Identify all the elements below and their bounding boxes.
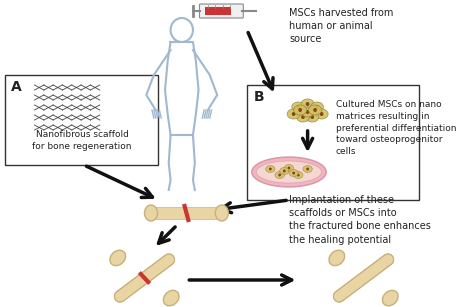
Ellipse shape [293, 172, 303, 178]
Text: Implantation of these
scaffolds or MSCs into
the fractured bone enhances
the hea: Implantation of these scaffolds or MSCs … [289, 195, 431, 245]
FancyBboxPatch shape [205, 7, 231, 15]
Ellipse shape [287, 109, 300, 119]
Ellipse shape [292, 102, 305, 112]
Ellipse shape [284, 165, 293, 172]
Ellipse shape [301, 99, 314, 109]
Ellipse shape [293, 105, 307, 115]
Text: Nanofibrous scaffold
for bone regeneration: Nanofibrous scaffold for bone regenerati… [32, 130, 132, 151]
Circle shape [315, 105, 319, 109]
Ellipse shape [306, 112, 319, 122]
Circle shape [306, 102, 310, 106]
Ellipse shape [329, 250, 345, 266]
Ellipse shape [164, 290, 179, 306]
Circle shape [306, 110, 310, 114]
Circle shape [269, 168, 272, 170]
Circle shape [283, 169, 286, 173]
Text: A: A [11, 80, 22, 94]
Circle shape [288, 166, 291, 169]
Ellipse shape [145, 205, 157, 221]
Text: Cultured MSCs on nano
matrices resulting in
preferential differentiation
toward : Cultured MSCs on nano matrices resulting… [336, 100, 456, 156]
Circle shape [296, 105, 300, 109]
Ellipse shape [256, 161, 321, 183]
Ellipse shape [265, 165, 275, 173]
Ellipse shape [275, 172, 284, 178]
FancyBboxPatch shape [5, 75, 158, 165]
Ellipse shape [110, 250, 126, 266]
Text: B: B [254, 90, 264, 104]
Ellipse shape [301, 107, 314, 117]
Ellipse shape [280, 168, 289, 174]
Circle shape [313, 108, 317, 112]
Circle shape [292, 112, 295, 116]
Text: MSCs harvested from
human or animal
source: MSCs harvested from human or animal sour… [289, 8, 393, 45]
FancyBboxPatch shape [247, 85, 419, 200]
Ellipse shape [252, 157, 326, 187]
Circle shape [292, 172, 295, 174]
Circle shape [310, 115, 314, 119]
Ellipse shape [296, 112, 310, 122]
Circle shape [306, 168, 309, 170]
FancyBboxPatch shape [200, 4, 243, 18]
Ellipse shape [289, 169, 298, 177]
Circle shape [298, 108, 302, 112]
Ellipse shape [310, 102, 323, 112]
Ellipse shape [309, 105, 321, 115]
Ellipse shape [303, 165, 312, 173]
Circle shape [320, 112, 323, 116]
Ellipse shape [315, 109, 328, 119]
Circle shape [297, 173, 300, 177]
Circle shape [301, 115, 305, 119]
Ellipse shape [383, 290, 398, 306]
Ellipse shape [215, 205, 228, 221]
Circle shape [278, 173, 281, 177]
